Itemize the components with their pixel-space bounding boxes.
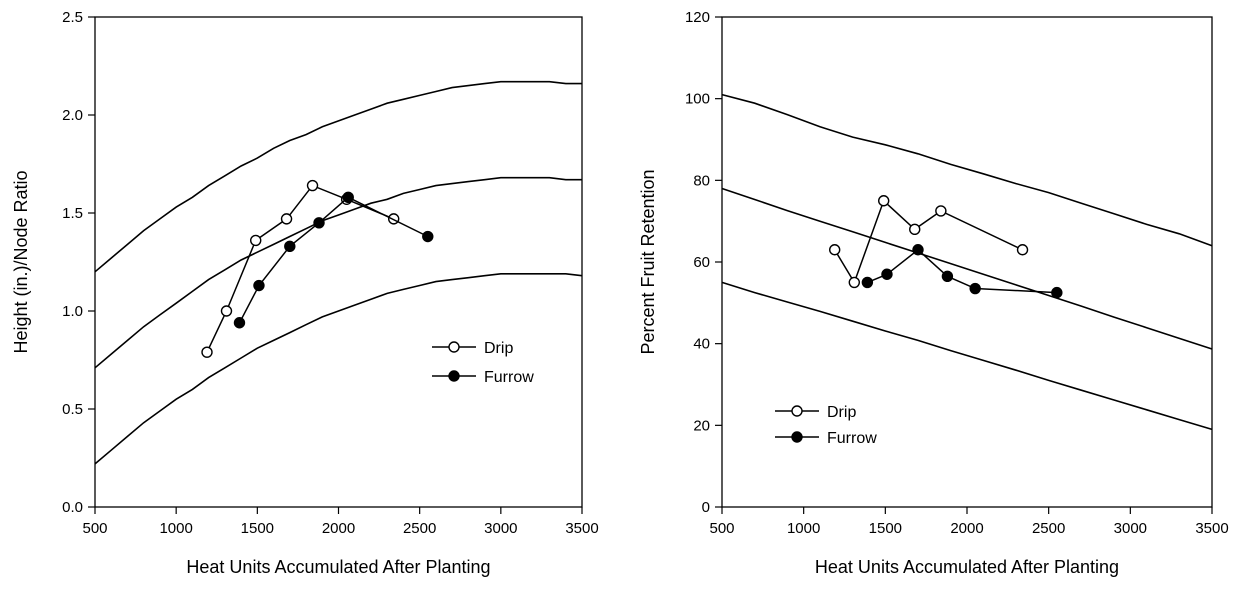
p1-reference-curve-2 <box>721 281 1213 431</box>
p0-y-tick-label-5: 2.5 <box>62 9 83 26</box>
p1-x-tick-label-3: 2000 <box>950 520 983 537</box>
p0-furrow-point-1 <box>253 279 265 292</box>
p1-furrow-point-1 <box>881 268 893 280</box>
p0-y-tick-label-3: 1.5 <box>62 205 83 222</box>
p0-plot-frame <box>94 16 583 508</box>
p0-legend-furrow-label: Furrow <box>484 369 534 386</box>
p1-x-axis-title: Heat Units Accumulated After Planting <box>815 557 1119 577</box>
p0-legend-furrow-marker <box>448 370 460 382</box>
right-panel-fruit-retention: 500 1000 1500 2000 2500 3000 3500 0 20 40 60 80 100 1… <box>638 9 1229 577</box>
p0-drip-point-0 <box>201 346 213 358</box>
p0-reference-curve-1 <box>94 176 582 369</box>
p1-x-tick-label-4: 2500 <box>1032 520 1065 537</box>
p0-x-axis-title: Heat Units Accumulated After Planting <box>186 557 490 577</box>
p1-furrow-point-3 <box>941 270 954 282</box>
p1-reference-curve-0 <box>721 93 1213 247</box>
p1-y-tick-label-4: 80 <box>693 172 710 189</box>
p0-y-tick-label-0: 0.0 <box>62 499 83 516</box>
p0-y-tick-label-4: 2.0 <box>62 107 83 124</box>
p1-drip-point-2 <box>878 195 890 207</box>
p0-drip-point-1 <box>220 305 233 317</box>
p1-y-tick-label-0: 0 <box>702 499 710 516</box>
p1-drip-series-line <box>834 199 1023 285</box>
p0-x-tick-label-0: 500 <box>82 520 107 537</box>
p1-drip-point-3 <box>909 223 921 236</box>
p0-x-tick-label-5: 3000 <box>484 520 517 537</box>
p1-drip-point-5 <box>1016 244 1029 256</box>
p1-legend-drip-label: Drip <box>827 404 856 421</box>
p1-furrow-series-line <box>867 248 1057 294</box>
p0-legend-drip-marker <box>448 341 460 353</box>
p1-y-tick-label-3: 60 <box>693 254 710 271</box>
p0-furrow-series-line <box>238 196 429 324</box>
p1-x-tick-label-0: 500 <box>709 520 734 537</box>
p0-drip-point-3 <box>280 213 293 225</box>
p0-furrow-point-4 <box>342 191 354 204</box>
p1-legend-drip-marker <box>791 405 803 417</box>
p1-legend-furrow-label: Furrow <box>827 430 877 447</box>
p1-y-tick-label-6: 120 <box>685 9 710 26</box>
p0-furrow-point-0 <box>233 317 246 329</box>
left-panel-height-node-ratio: 500 1000 1500 2000 2500 3000 3500 0.0 0.5 1.0 1.5 2… <box>11 9 599 577</box>
p0-drip-point-2 <box>250 234 262 247</box>
p0-furrow-point-5 <box>422 230 434 243</box>
p0-reference-curve-0 <box>94 80 582 273</box>
p1-x-tick-label-1: 1000 <box>787 520 820 537</box>
p1-y-tick-label-1: 20 <box>693 417 710 434</box>
p1-furrow-point-5 <box>1051 286 1063 299</box>
p0-y-axis-title: Height (in.)/Node Ratio <box>11 170 31 353</box>
p0-drip-point-4 <box>306 179 319 192</box>
p0-y-tick-label-2: 1.0 <box>62 303 83 320</box>
p1-reference-curve-1 <box>721 187 1213 350</box>
p0-x-tick-label-1: 1000 <box>159 520 192 537</box>
p1-drip-point-0 <box>829 244 841 256</box>
p0-x-tick-label-3: 2000 <box>322 520 355 537</box>
p1-drip-point-1 <box>848 276 860 289</box>
p1-furrow-point-2 <box>912 244 924 256</box>
p1-x-tick-label-2: 1500 <box>869 520 902 537</box>
p0-y-tick-label-1: 0.5 <box>62 401 83 418</box>
p1-x-tick-label-5: 3000 <box>1114 520 1147 537</box>
p0-x-tick-label-2: 1500 <box>241 520 274 537</box>
p1-furrow-point-4 <box>969 282 981 295</box>
p0-x-tick-label-4: 2500 <box>403 520 436 537</box>
p1-x-tick-label-6: 3500 <box>1195 520 1228 537</box>
p1-y-tick-label-2: 40 <box>693 336 710 353</box>
p1-furrow-point-0 <box>861 276 874 289</box>
p1-y-axis-title: Percent Fruit Retention <box>638 169 658 354</box>
p0-furrow-point-2 <box>284 240 296 253</box>
p1-drip-point-4 <box>935 205 947 217</box>
p0-furrow-point-3 <box>313 217 325 229</box>
p1-legend-furrow-marker <box>791 431 803 443</box>
p0-x-tick-label-6: 3500 <box>565 520 598 537</box>
p0-reference-curve-2 <box>94 272 583 465</box>
p1-y-tick-label-5: 100 <box>685 91 710 108</box>
p0-legend-drip-label: Drip <box>484 340 513 357</box>
